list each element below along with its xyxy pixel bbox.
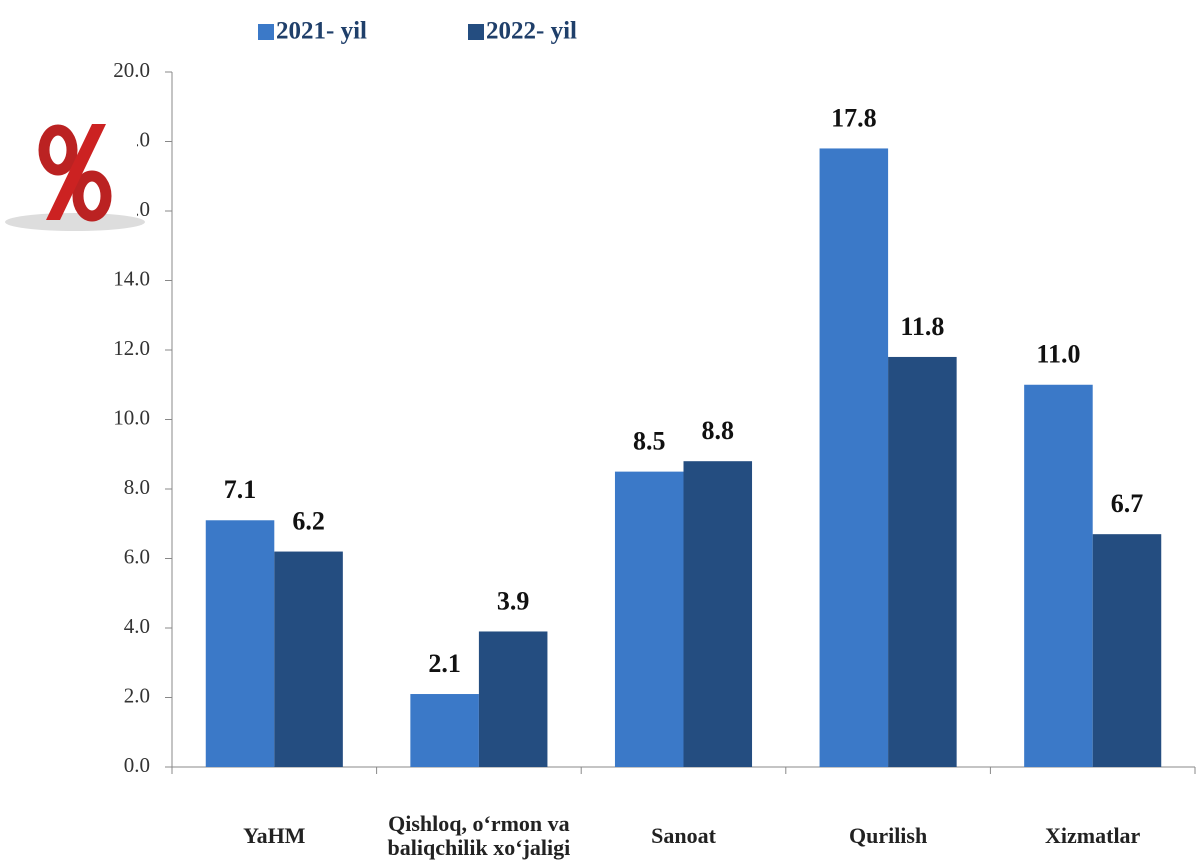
value-label: 11.0 [1036,340,1080,369]
bar [410,694,479,767]
x-tick-label: Sanoat [651,823,716,848]
y-tick-label: 4.0 [124,614,150,638]
icon-ring [72,170,112,222]
bar [683,461,753,767]
percent-icon [5,118,145,232]
value-label: 3.9 [497,586,530,615]
bar [819,148,889,767]
legend-label: 2022- yil [486,18,577,45]
value-label: 17.8 [831,103,877,132]
y-tick-label: 2.0 [124,683,150,707]
y-tick-label: 12.0 [113,336,150,360]
legend-swatch [258,24,274,40]
y-tick-label: 10.0 [113,405,150,429]
value-label: 2.1 [428,649,461,678]
y-tick-label: 6.0 [124,544,150,568]
x-tick-label: Qurilish [848,823,928,848]
bar [614,471,684,767]
bar [888,356,957,767]
value-label: 6.7 [1111,489,1144,518]
y-tick-label: 20.0 [113,58,150,82]
y-tick-label: 0.0 [124,753,150,777]
y-tick-label: 8.0 [124,475,150,499]
y-tick-label: 14.0 [113,266,150,290]
bar [205,520,275,767]
bar [1092,534,1162,767]
icon-slash [46,124,106,220]
x-tick-label: Qishloq, o‘rmon va baliqchilik xo‘jaligi [387,811,571,860]
bar [478,631,548,767]
icon-ring [38,124,78,176]
x-tick-label: YaHM [243,823,306,848]
legend-swatch [468,24,484,40]
value-label: 7.1 [224,475,257,504]
icon-shadow [5,213,145,231]
value-label: 8.5 [633,427,666,456]
bar [274,551,343,767]
x-tick-label: Xizmatlar [1045,823,1141,848]
legend-label: 2021- yil [276,18,367,45]
value-label: 6.2 [292,507,325,536]
value-label: 8.8 [702,416,735,445]
value-label: 11.8 [900,312,944,341]
bar [1024,384,1093,767]
